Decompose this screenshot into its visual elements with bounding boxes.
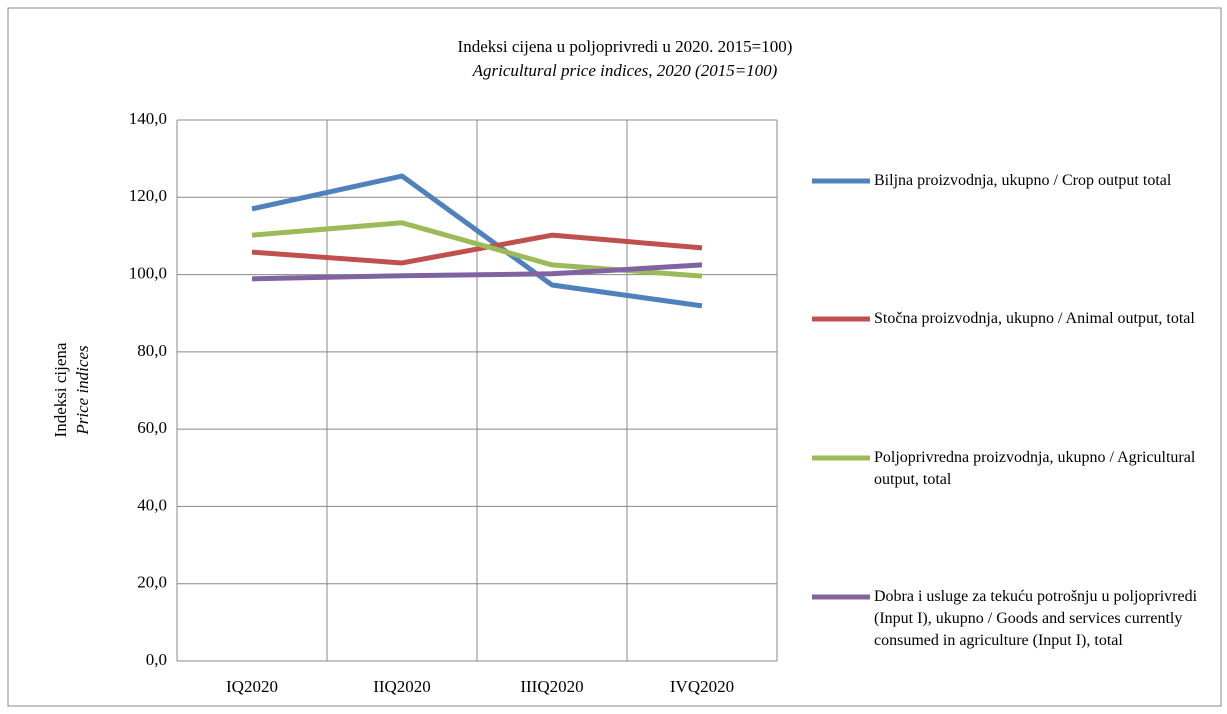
legend-label: Poljoprivredna proizvodnja, ukupno / Agr… — [874, 449, 1196, 488]
y-axis-label-subtitle: Price indices — [73, 345, 92, 436]
legend-label: Biljna proizvodnja, ukupno / Crop output… — [874, 172, 1172, 189]
frame — [7, 7, 1222, 707]
legend-entry: Biljna proizvodnja, ukupno / Crop output… — [874, 172, 1172, 189]
legend-entry: Poljoprivredna proizvodnja, ukupno / Agr… — [874, 449, 1196, 488]
series-line — [251, 173, 703, 309]
legend-label: Stočna proizvodnja, ukupno / Animal outp… — [874, 310, 1195, 327]
legend-entry: Stočna proizvodnja, ukupno / Animal outp… — [874, 310, 1195, 327]
y-tick-label: 20,0 — [137, 573, 167, 592]
y-tick-label: 120,0 — [129, 186, 167, 205]
x-tick-label: IIIQ2020 — [520, 677, 583, 696]
y-tick-label: 80,0 — [137, 341, 167, 360]
legend-label: Dobra i usluge za tekuću potrošnju u pol… — [874, 588, 1198, 649]
series-line — [251, 262, 703, 282]
y-tick-label: 60,0 — [137, 418, 167, 437]
y-tick-label: 100,0 — [129, 263, 167, 282]
legend-entry: Dobra i usluge za tekuću potrošnju u pol… — [874, 588, 1198, 649]
chart-title: Indeksi cijena u poljoprivredi u 2020. 2… — [458, 37, 793, 56]
x-tick-label: IVQ2020 — [670, 677, 734, 696]
series-line — [251, 232, 703, 266]
x-tick-label: IQ2020 — [226, 677, 278, 696]
y-tick-label: 40,0 — [137, 495, 167, 514]
y-tick-label: 0,0 — [146, 650, 167, 669]
chart-subtitle: Agricultural price indices, 2020 (2015=1… — [472, 61, 778, 80]
x-tick-label: IIQ2020 — [373, 677, 431, 696]
y-tick-label: 140,0 — [129, 109, 167, 128]
y-axis-label: Indeksi cijena — [51, 342, 70, 437]
